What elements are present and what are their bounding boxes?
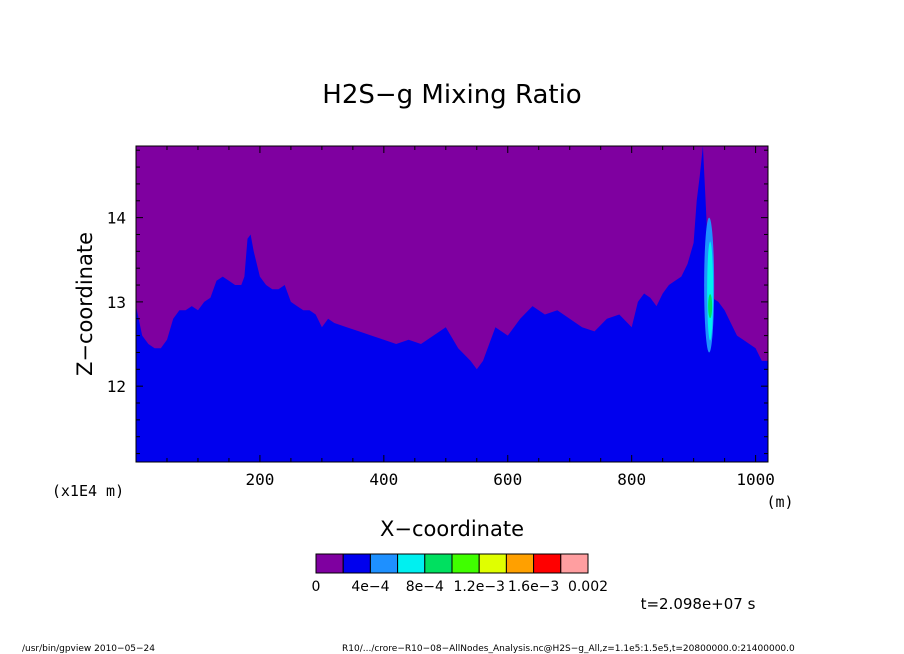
colorbar-swatch (560, 553, 589, 574)
colorbar-label: 8e−4 (406, 579, 444, 595)
x-tick-label: 600 (493, 470, 522, 489)
colorbar-swatch (505, 553, 535, 574)
colorbar-label: 0.002 (568, 579, 608, 595)
colorbar-swatch (342, 553, 371, 574)
y-unit-label: (x1E4 m) (52, 482, 124, 500)
footer-left: /usr/bin/gpview 2010−05−24 (22, 644, 155, 654)
plume-level-4 (708, 294, 713, 319)
x-unit-label: (m) (766, 493, 793, 511)
colorbar-swatch (397, 553, 426, 574)
colorbar-label: 0 (312, 579, 321, 595)
colorbar-swatch (478, 553, 507, 574)
y-tick-label: 13 (107, 293, 126, 312)
y-tick-label: 12 (107, 377, 126, 396)
colorbar-label: 1.6e−3 (508, 579, 560, 595)
y-axis-ticks: 12 13 14 (107, 149, 768, 455)
colorbar-label: 1.2e−3 (453, 579, 505, 595)
y-tick-label: 14 (107, 209, 126, 228)
x-tick-label: 200 (245, 470, 274, 489)
plot-frame (135, 145, 769, 463)
colorbar-swatch (315, 553, 344, 574)
colorbar-label: 4e−4 (351, 579, 389, 595)
plume-level-3 (707, 241, 714, 341)
footer-right: R10/.../crore−R10−08−AllNodes_Analysis.n… (342, 644, 795, 654)
chart-title: H2S−g Mixing Ratio (322, 80, 581, 110)
x-axis-label: X−coordinate (380, 517, 524, 541)
colorbar-swatch (424, 553, 453, 574)
colorbar (315, 553, 589, 574)
high-concentration-plume (704, 217, 715, 353)
colorbar-labels: 0 4e−4 8e−4 1.2e−3 1.6e−3 0.002 (312, 579, 609, 595)
x-tick-label: 1000 (736, 470, 775, 489)
time-label: t=2.098e+07 s (641, 595, 756, 613)
x-axis-ticks: 200 400 600 800 1000 (135, 146, 775, 489)
colorbar-swatch (369, 553, 399, 574)
x-tick-label: 800 (617, 470, 646, 489)
plot-clip (136, 146, 768, 462)
x-tick-label: 400 (369, 470, 398, 489)
colorbar-swatch (533, 553, 562, 574)
low-concentration-region (136, 146, 768, 462)
y-axis-label: Z−coordinate (73, 232, 97, 376)
colorbar-swatch (451, 553, 480, 574)
